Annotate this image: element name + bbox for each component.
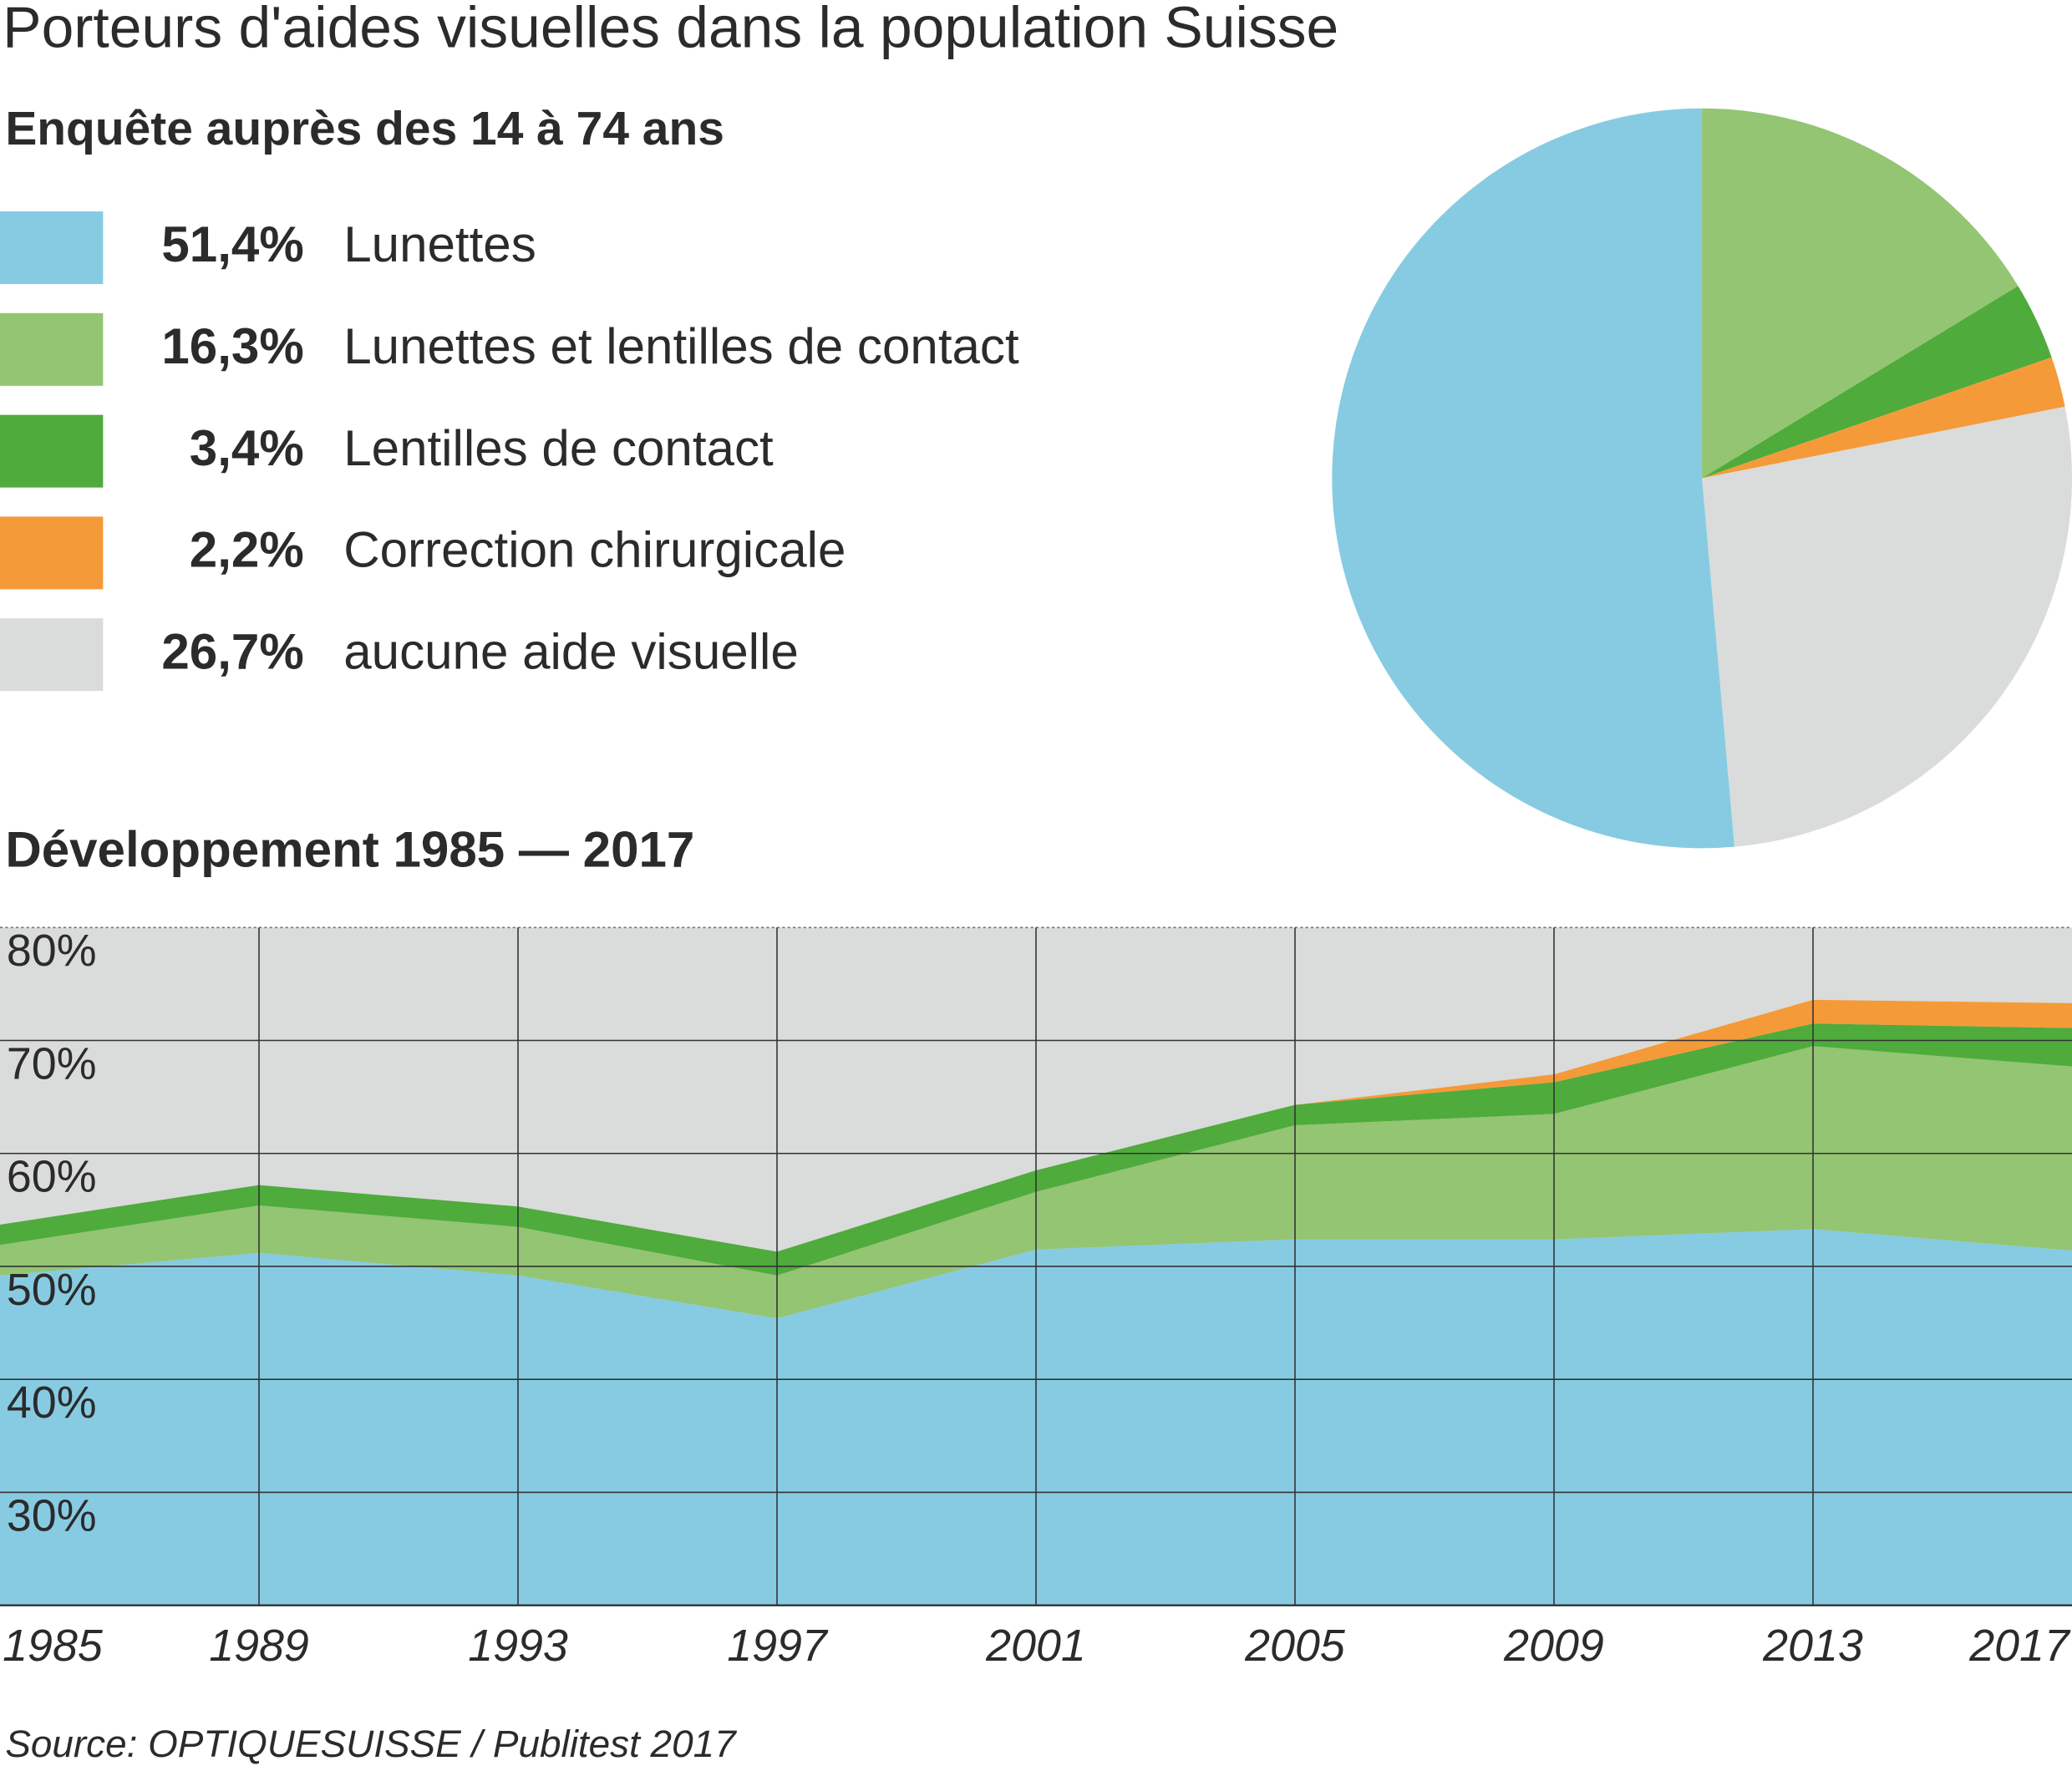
legend-label: Correction chirurgicale <box>343 522 846 578</box>
pie-slice <box>1702 286 2052 479</box>
legend-label: Lunettes et lentilles de contact <box>343 318 1019 374</box>
x-tick-label: 2009 <box>1503 1621 1604 1671</box>
area-title: Développement 1985 — 2017 <box>5 822 694 878</box>
x-tick-label: 2001 <box>985 1621 1086 1671</box>
y-tick-label: 40% <box>7 1378 97 1428</box>
legend-swatch <box>0 211 104 285</box>
pie-slice <box>1332 108 1735 849</box>
legend-label: aucune aide visuelle <box>343 623 799 679</box>
y-tick-label: 70% <box>7 1038 97 1088</box>
legend-swatch <box>0 414 104 488</box>
y-tick-label: 80% <box>7 926 97 976</box>
y-tick-label: 60% <box>7 1152 97 1202</box>
x-tick-label: 1997 <box>727 1621 829 1671</box>
x-tick-label: 2005 <box>1244 1621 1346 1671</box>
y-tick-label: 50% <box>7 1265 97 1315</box>
x-tick-label: 1993 <box>468 1621 568 1671</box>
pie-slice <box>1702 108 2019 479</box>
x-tick-label: 1989 <box>209 1621 309 1671</box>
legend-value: 26,7% <box>161 623 303 679</box>
x-tick-label: 1985 <box>3 1621 104 1671</box>
chart-subtitle: Enquête auprès des 14 à 74 ans <box>5 102 724 155</box>
legend-value: 51,4% <box>161 216 303 272</box>
legend-swatch <box>0 618 104 692</box>
source: Source: OPTIQUESUISSE / Publitest 2017 <box>5 1722 737 1765</box>
legend-swatch <box>0 312 104 386</box>
x-tick-label: 2013 <box>1762 1621 1863 1671</box>
legend-label: Lunettes <box>343 216 536 272</box>
legend-label: Lentilles de contact <box>343 420 774 476</box>
pie-slice <box>1702 357 2065 479</box>
chart-title: Porteurs d'aides visuelles dans la popul… <box>3 0 1338 59</box>
pie-slice <box>1702 406 2072 847</box>
legend-value: 16,3% <box>161 318 303 374</box>
legend-swatch <box>0 516 104 590</box>
x-tick-label: 2017 <box>1968 1621 2071 1671</box>
legend-value: 3,4% <box>190 420 304 476</box>
y-tick-label: 30% <box>7 1490 97 1540</box>
legend-value: 2,2% <box>190 522 304 578</box>
